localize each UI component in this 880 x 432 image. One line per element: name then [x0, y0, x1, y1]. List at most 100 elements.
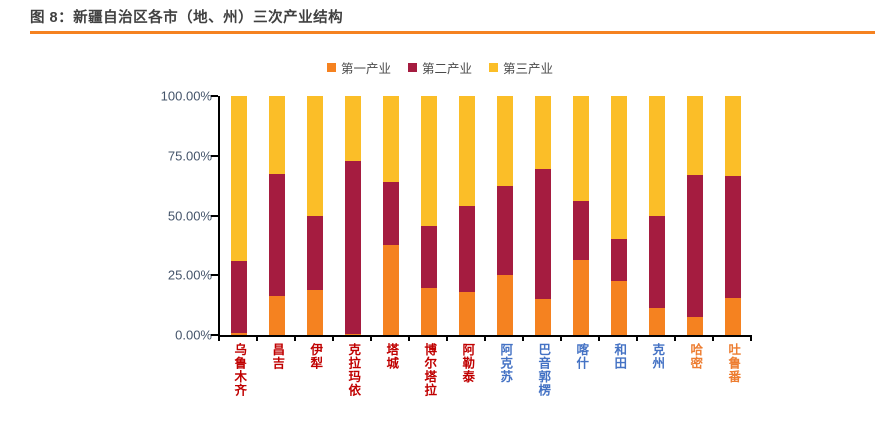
- bar-segment: [421, 226, 437, 289]
- stacked-bar: [459, 96, 475, 335]
- x-label-col: 巴音郭楞: [524, 343, 562, 397]
- title-accent-rule: [30, 31, 875, 34]
- bar-segment: [231, 96, 247, 261]
- legend: 第一产业 第二产业 第三产业: [0, 58, 880, 77]
- bar-col: [638, 96, 676, 335]
- bar-segment: [687, 317, 703, 335]
- x-label-col: 克拉玛依: [334, 343, 372, 397]
- bar-segment: [269, 96, 285, 174]
- bar-segment: [535, 168, 551, 300]
- bar-col: [486, 96, 524, 335]
- y-axis-tick: [211, 154, 218, 157]
- bar-segment: [649, 215, 665, 308]
- bar-segment: [459, 205, 475, 292]
- y-axis-label: 25.00%: [167, 267, 212, 283]
- bar-segment: [535, 96, 551, 169]
- y-axis-tick: [211, 95, 218, 97]
- bar-col: [562, 96, 600, 335]
- bar-segment: [573, 259, 589, 335]
- x-axis-label: 乌鲁木齐: [232, 343, 248, 397]
- bar-col: [334, 96, 372, 335]
- legend-swatch-icon: [407, 63, 417, 72]
- legend-label: 第二产业: [421, 62, 472, 76]
- x-axis-label: 哈密: [688, 343, 704, 370]
- bar-segment: [269, 295, 285, 335]
- bar-segment: [687, 174, 703, 318]
- bar-segment: [573, 201, 589, 260]
- bar-col: [410, 96, 448, 335]
- bar-segment: [611, 281, 627, 335]
- stacked-bar: [725, 96, 741, 335]
- bar-col: [220, 96, 258, 335]
- stacked-bar: [497, 96, 513, 335]
- bar-segment: [687, 96, 703, 175]
- y-axis-tick: [211, 334, 218, 336]
- y-axis-label: 100.00%: [160, 88, 212, 104]
- bar-segment: [345, 96, 361, 161]
- y-axis-tick: [211, 214, 218, 217]
- y-axis-tick: [211, 274, 218, 277]
- y-axis-label: 75.00%: [167, 148, 212, 164]
- legend-label: 第三产业: [503, 62, 554, 76]
- x-label-col: 伊犁: [296, 343, 334, 397]
- stacked-bar: [535, 96, 551, 335]
- bar-segment: [497, 275, 513, 335]
- stacked-bar: [345, 96, 361, 335]
- stacked-bar: [573, 96, 589, 335]
- x-label-col: 吐鲁番: [714, 343, 752, 397]
- legend-label: 第一产业: [340, 62, 391, 76]
- x-axis-labels: 乌鲁木齐 昌吉 伊犁 克拉玛依 塔城 博尔塔拉 阿勒泰 阿克苏 巴音郭楞 喀什 和田 克州 哈密 吐鲁番: [220, 343, 752, 397]
- bar-segment: [421, 288, 437, 335]
- x-label-col: 阿克苏: [486, 343, 524, 397]
- bar-segment: [307, 289, 323, 335]
- x-label-col: 昌吉: [258, 343, 296, 397]
- x-axis-label: 博尔塔拉: [422, 343, 438, 397]
- bar-segment: [497, 185, 513, 276]
- y-axis-labels: 100.00% 75.00% 50.00% 25.00% 0.00%: [140, 89, 212, 343]
- x-label-col: 乌鲁木齐: [220, 343, 258, 397]
- x-label-col: 喀什: [562, 343, 600, 397]
- bar-col: [600, 96, 638, 335]
- bar-segment: [725, 176, 741, 298]
- legend-item-0: 第一产业: [326, 58, 391, 77]
- x-axis-label: 伊犁: [308, 343, 324, 370]
- x-label-col: 克州: [638, 343, 676, 397]
- bar-col: [524, 96, 562, 335]
- y-axis-label: 0.00%: [175, 327, 212, 343]
- bar-segment: [421, 96, 437, 227]
- x-axis-label: 和田: [612, 343, 628, 370]
- x-axis-label: 克州: [650, 343, 666, 370]
- x-label-col: 塔城: [372, 343, 410, 397]
- x-label-col: 和田: [600, 343, 638, 397]
- bar-segment: [269, 173, 285, 296]
- bar-col: [714, 96, 752, 335]
- bar-segment: [573, 96, 589, 202]
- x-label-col: 阿勒泰: [448, 343, 486, 397]
- bar-segment: [383, 245, 399, 335]
- stacked-bar: [649, 96, 665, 335]
- x-axis-label: 巴音郭楞: [536, 343, 552, 397]
- x-axis-label: 喀什: [574, 343, 590, 370]
- y-axis-label: 50.00%: [167, 208, 212, 223]
- legend-swatch-icon: [326, 63, 336, 72]
- bar-segment: [611, 96, 627, 240]
- x-axis-label: 阿克苏: [498, 343, 514, 384]
- bars-container: [220, 96, 752, 335]
- stacked-bar: [269, 96, 285, 335]
- bar-segment: [725, 96, 741, 177]
- bar-segment: [459, 96, 475, 206]
- x-axis-label: 克拉玛依: [346, 343, 362, 397]
- bar-col: [296, 96, 334, 335]
- bar-segment: [383, 96, 399, 183]
- bar-segment: [611, 239, 627, 282]
- plot-area: [211, 95, 752, 337]
- x-axis-ticks: [218, 337, 752, 341]
- bar-col: [448, 96, 486, 335]
- x-axis-label: 阿勒泰: [460, 343, 476, 384]
- bar-col: [676, 96, 714, 335]
- bar-segment: [383, 182, 399, 246]
- bar-segment: [345, 160, 361, 334]
- stacked-bar: [383, 96, 399, 335]
- bar-segment: [307, 96, 323, 216]
